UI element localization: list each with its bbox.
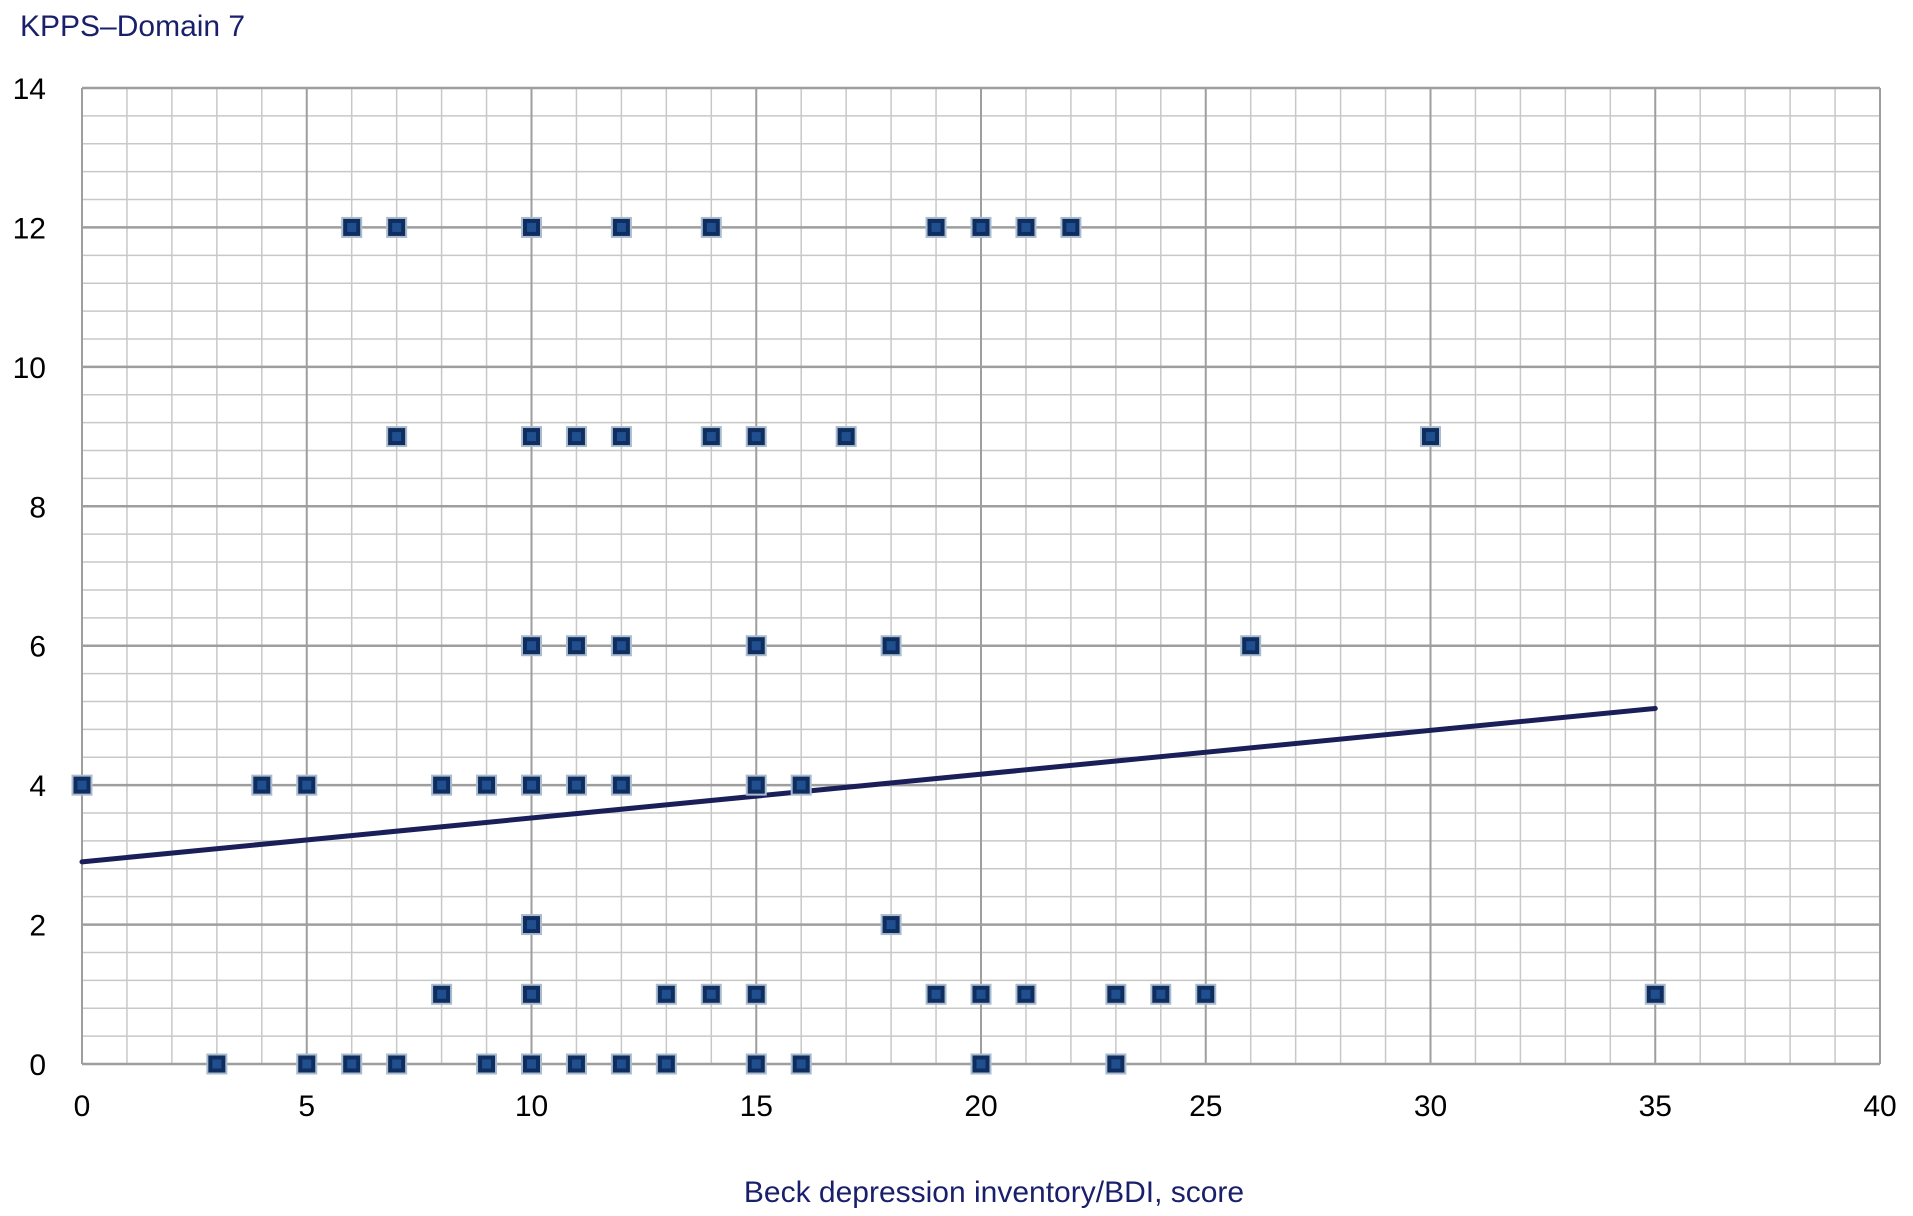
y-tick-label: 0 [29, 1049, 46, 1082]
data-point [476, 1053, 498, 1075]
x-tick-label: 30 [1414, 1090, 1447, 1123]
data-point [251, 774, 273, 796]
data-point [880, 635, 902, 657]
y-axis-title: KPPS–Domain 7 [20, 10, 245, 43]
y-axis-tick-labels: 0 2 4 6 8 10 12 14 [13, 73, 46, 1082]
x-tick-label: 5 [298, 1090, 315, 1123]
trendline-layer [79, 705, 1658, 865]
data-point [521, 774, 542, 796]
x-tick-label: 25 [1189, 1090, 1222, 1123]
data-point [745, 426, 767, 448]
data-point [610, 635, 632, 657]
data-point [970, 983, 992, 1005]
data-point [700, 983, 722, 1005]
x-tick-label: 10 [515, 1090, 548, 1123]
data-point [835, 426, 857, 448]
data-point [1060, 216, 1082, 238]
data-point [386, 426, 408, 448]
data-point [745, 774, 767, 796]
data-point [745, 983, 767, 1005]
y-tick-label: 6 [29, 631, 46, 664]
data-point [745, 635, 767, 657]
data-point [790, 774, 812, 796]
y-tick-label: 4 [29, 770, 46, 803]
data-point [476, 774, 498, 796]
data-point [745, 1053, 767, 1075]
data-point [565, 774, 587, 796]
data-point [1150, 983, 1172, 1005]
data-point [521, 914, 542, 936]
data-point [1105, 1053, 1127, 1075]
data-point [521, 635, 542, 657]
data-point [521, 426, 542, 448]
data-point [1240, 635, 1262, 657]
data-point [341, 216, 363, 238]
data-point [610, 216, 632, 238]
data-point [880, 914, 902, 936]
data-point [386, 216, 408, 238]
data-point [1015, 216, 1037, 238]
data-point [700, 426, 722, 448]
x-axis-title: Beck depression inventory/BDI, score [744, 1176, 1244, 1209]
data-point [296, 1053, 318, 1075]
y-tick-label: 12 [13, 212, 46, 245]
data-point [1015, 983, 1037, 1005]
data-point [565, 426, 587, 448]
y-tick-label: 2 [29, 910, 46, 943]
data-point [296, 774, 318, 796]
y-tick-label: 8 [29, 491, 46, 524]
data-point [521, 983, 542, 1005]
data-point [970, 216, 992, 238]
x-axis-tick-labels: 0 5 10 15 20 25 30 35 40 [74, 1090, 1897, 1123]
data-points [71, 216, 1666, 1075]
data-point [341, 1053, 363, 1075]
data-point [1420, 426, 1441, 448]
data-point [565, 635, 587, 657]
data-point [206, 1053, 228, 1075]
y-tick-label: 14 [13, 73, 46, 106]
data-point [970, 1053, 992, 1075]
data-point [565, 1053, 587, 1075]
data-point [655, 1053, 677, 1075]
data-point [925, 983, 947, 1005]
data-point [1644, 983, 1666, 1005]
x-tick-label: 35 [1639, 1090, 1672, 1123]
data-point [610, 1053, 632, 1075]
x-tick-label: 20 [964, 1090, 997, 1123]
x-tick-label: 0 [74, 1090, 91, 1123]
data-point [521, 216, 542, 238]
data-point [431, 983, 453, 1005]
data-point [610, 426, 632, 448]
trendline [79, 705, 1658, 865]
data-point [700, 216, 722, 238]
x-tick-label: 40 [1863, 1090, 1896, 1123]
data-point [790, 1053, 812, 1075]
data-point [610, 774, 632, 796]
data-point [386, 1053, 408, 1075]
data-point [655, 983, 677, 1005]
data-point [521, 1053, 542, 1075]
data-point [431, 774, 453, 796]
data-point [925, 216, 947, 238]
data-point [1195, 983, 1217, 1005]
data-point [1105, 983, 1127, 1005]
x-tick-label: 15 [740, 1090, 773, 1123]
data-point [71, 774, 93, 796]
y-tick-label: 10 [13, 352, 46, 385]
